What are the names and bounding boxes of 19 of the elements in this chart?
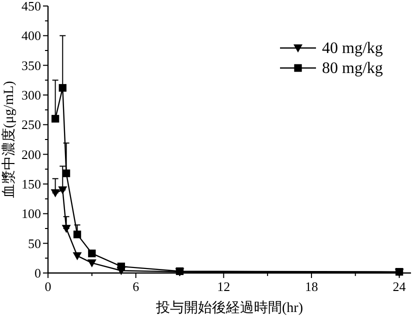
x-tick-label: 18 xyxy=(304,279,318,294)
y-axis-title: 血漿中濃度(μg/mL) xyxy=(1,80,17,198)
y-tick-label: 0 xyxy=(34,266,41,280)
x-tick-label: 24 xyxy=(392,279,406,294)
x-tick-label: 0 xyxy=(44,279,52,294)
y-tick-label: 400 xyxy=(22,28,41,44)
x-tick-label: 6 xyxy=(132,279,140,294)
y-tick-label: 100 xyxy=(22,206,41,222)
x-axis-title: 投与開始後経過時間(hr) xyxy=(155,300,304,316)
y-tick-label: 250 xyxy=(22,117,41,132)
y-tick-label: 50 xyxy=(28,236,41,251)
y-tick-label: 150 xyxy=(22,176,41,192)
y-tick-label: 350 xyxy=(22,58,41,73)
legend-label: 40 mg/kg xyxy=(322,40,383,57)
y-tick-label: 300 xyxy=(22,88,41,102)
legend-label: 80 mg/kg xyxy=(322,60,383,77)
x-tick-label: 12 xyxy=(217,279,230,294)
y-tick-label: 200 xyxy=(22,146,41,162)
y-tick-label: 450 xyxy=(22,0,41,14)
